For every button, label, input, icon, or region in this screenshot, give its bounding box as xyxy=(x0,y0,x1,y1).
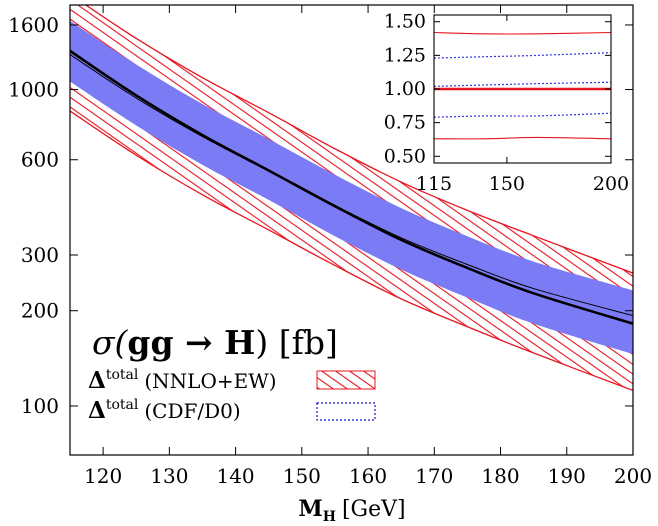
x-axis-title-sub: H xyxy=(323,509,336,525)
inset-plot: 0.50 0.75 1.00 1.25 1.50 115 150 200 xyxy=(384,11,629,195)
y-tick-label: 1600 xyxy=(8,13,59,37)
y-tick-label: 300 xyxy=(21,243,59,267)
title-bold: gg → H xyxy=(127,323,255,362)
inset-y-tick-label: 1.50 xyxy=(384,11,426,33)
x-axis-title-main: M xyxy=(298,496,322,522)
x-tick-label: 150 xyxy=(283,464,321,488)
inset-y-tick-label: 0.75 xyxy=(384,112,426,134)
legend: Δtotal (NNLO+EW) Δtotal (CDF/D0) xyxy=(88,367,376,424)
inset-series-line xyxy=(434,31,611,35)
legend-entry-nnlo: Δtotal (NNLO+EW) xyxy=(88,367,376,394)
y-tick-label: 200 xyxy=(21,299,59,323)
inset-x-tick-label: 115 xyxy=(416,173,452,195)
svg-text:Δtotal(CDF/D0): Δtotal (CDF/D0) xyxy=(88,397,241,424)
legend-symbol: Δ xyxy=(88,397,106,424)
legend-label: (CDF/D0) xyxy=(144,399,240,423)
band-cdf-d0 xyxy=(70,20,633,354)
inset-x-tick-label: 200 xyxy=(593,173,629,195)
legend-label: (NNLO+EW) xyxy=(144,369,276,393)
main-plot-frame xyxy=(69,4,634,456)
x-tick-label: 160 xyxy=(349,464,387,488)
inset-y-tick-label: 1.00 xyxy=(384,78,426,100)
inset-series-line xyxy=(434,52,611,59)
y-tick-label: 600 xyxy=(21,148,59,172)
y-tick-label: 100 xyxy=(21,394,59,418)
legend-sup: total xyxy=(106,397,139,413)
x-tick-label: 190 xyxy=(548,464,586,488)
x-axis-title: MH [GeV] xyxy=(298,496,405,525)
x-tick-label: 120 xyxy=(84,464,122,488)
x-tick-label: 180 xyxy=(481,464,519,488)
band-nnlo-ew-lower-edge xyxy=(70,110,633,392)
legend-symbol: Δ xyxy=(88,367,106,394)
x-axis-title-unit: [GeV] xyxy=(342,497,406,522)
inset-series-line xyxy=(434,136,611,140)
legend-swatch-dashed xyxy=(316,402,376,421)
inset-series-line xyxy=(434,112,611,118)
band-nnlo-ew-upper-edge xyxy=(84,5,633,274)
legend-swatch-hatched xyxy=(316,370,376,390)
legend-entry-cdf: Δtotal (CDF/D0) xyxy=(88,397,376,424)
svg-text:Δtotal(NNLO+EW): Δtotal (NNLO+EW) xyxy=(88,367,277,394)
x-tick-label: 200 xyxy=(614,464,652,488)
inset-x-tick-label: 150 xyxy=(489,173,525,195)
inset-frame xyxy=(433,14,612,164)
y-tick-label: 1000 xyxy=(8,78,59,102)
title-prefix: σ( xyxy=(92,323,129,362)
x-tick-label: 140 xyxy=(216,464,254,488)
inset-y-tick-label: 0.50 xyxy=(384,145,426,167)
inset-y-tick-label: 1.25 xyxy=(384,44,426,66)
title-suffix: ) [fb] xyxy=(255,323,337,362)
central-line-thick xyxy=(70,49,633,325)
chart-title: σ(gg → H) [fb] xyxy=(92,323,338,362)
inset-series-line xyxy=(434,81,611,87)
legend-sup: total xyxy=(106,367,139,383)
x-tick-label: 170 xyxy=(415,464,453,488)
x-tick-label: 130 xyxy=(150,464,188,488)
